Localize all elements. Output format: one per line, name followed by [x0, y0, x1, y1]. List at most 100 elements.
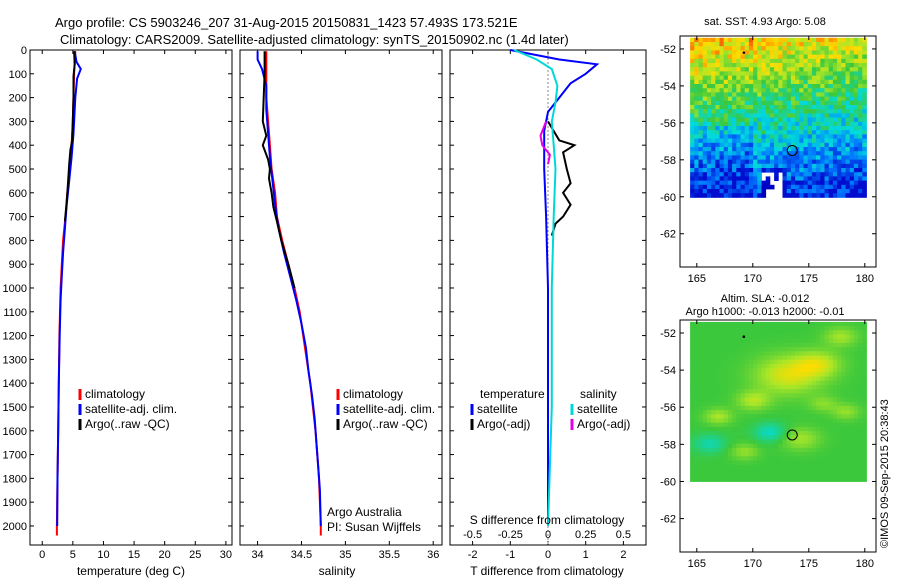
sst-map-cell-727 — [744, 109, 750, 114]
sst-map-cell-73 — [820, 42, 825, 47]
sst-map-cell-197 — [811, 54, 817, 60]
sla-map-cell-72 — [816, 326, 821, 331]
sst-map-cell-1387 — [711, 176, 716, 181]
sla-map-cell-1479 — [727, 468, 733, 474]
sla-map-cell-167 — [862, 334, 867, 340]
sst-map-cell-1550 — [740, 193, 746, 198]
sst-map-cell-1516 — [757, 189, 762, 194]
sla-map-cell-1485 — [753, 468, 758, 474]
sla-map-cell-1505 — [837, 468, 842, 474]
sla-map-cell-857 — [761, 405, 767, 411]
sla-map-cell-1163 — [811, 435, 817, 440]
sst-map-cell-465 — [702, 84, 708, 89]
sst-map-cell-93 — [727, 46, 733, 51]
sla-map-cell-1589 — [837, 477, 842, 482]
sst-map-cell-803 — [711, 117, 716, 123]
sst-map-cell-1044 — [841, 138, 846, 144]
sla-map-cell-841 — [694, 405, 699, 411]
sla-map-cell-739 — [795, 393, 800, 398]
sla-map-cell-624 — [841, 380, 846, 386]
sst-map-cell-1278 — [765, 163, 771, 169]
sla-map-cell-1123 — [820, 431, 825, 436]
sst-map-cell-638 — [723, 100, 729, 106]
sst-map-cell-1087 — [845, 142, 851, 148]
sla-map-cell-1367 — [786, 456, 792, 461]
sst-map-cell-146 — [774, 50, 779, 55]
sst-map-cell-1323 — [778, 168, 783, 173]
pi-label: PI: Susan Wijffels — [327, 520, 421, 534]
sst-map-cell-987 — [778, 134, 783, 139]
sla-map-cell-1404 — [765, 460, 771, 466]
sla-map-cell-886 — [706, 410, 712, 415]
sla-map-cell-1127 — [837, 431, 842, 436]
sla-map-cell-1104 — [740, 431, 746, 436]
sla-map-cell-1265 — [711, 447, 716, 453]
sla-map-cell-1085 — [837, 426, 842, 432]
sst-map-cell-1028 — [774, 138, 779, 144]
sla-map-cell-635 — [711, 384, 716, 390]
sla-map-cell-25 — [795, 321, 800, 327]
sla-map-cell-1027 — [769, 422, 775, 428]
sla-map-cell-278 — [799, 347, 804, 352]
sst-map-cell-373 — [845, 71, 851, 76]
sst-map-cell-1196 — [774, 155, 779, 160]
sst-map-cell-536 — [824, 88, 830, 93]
sst-map-cell-652 — [782, 100, 788, 106]
sla-map-cell-388 — [732, 359, 737, 365]
sla-map-cell-1534 — [782, 473, 788, 478]
sla-map-cell-641 — [736, 384, 741, 390]
sst-map-cell-1358 — [748, 172, 754, 177]
xtick-label-0-6: 30 — [220, 549, 232, 561]
sst-map-cell-772 — [757, 113, 762, 118]
sla-map-cell-509 — [711, 372, 716, 377]
sst-map-cell-860 — [774, 121, 779, 127]
sst-map-cell-97 — [744, 46, 750, 51]
sla-map-cell-1443 — [753, 464, 758, 470]
sst-map-cell-321 — [803, 67, 809, 72]
sst-map-cell-853 — [744, 121, 750, 127]
sst-map-cell-559 — [744, 92, 750, 97]
sla-map-cell-460 — [858, 363, 863, 369]
sla-map-cell-712 — [858, 389, 863, 394]
sst-map-cell-1105 — [744, 147, 750, 152]
sla-map-cell-257 — [711, 347, 716, 352]
sst-map-cell-1555 — [761, 193, 767, 198]
sst-map-cell-1423 — [698, 180, 704, 186]
sla-map-cell-1213 — [845, 439, 851, 445]
sst-map-cell-611 — [786, 96, 792, 102]
sla-map-cell-271 — [769, 347, 775, 352]
sst-map-cell-368 — [824, 71, 830, 76]
sla-map-cell-377 — [862, 355, 867, 361]
sla-map-cell-26 — [799, 321, 804, 327]
sst-map-cell-406 — [807, 75, 813, 81]
sst-map-cell-920 — [849, 126, 855, 131]
sst-map-cell-1404 — [795, 176, 800, 181]
sst-map-cell-759 — [702, 113, 708, 118]
sst-map-cell-929 — [711, 130, 716, 135]
sla-map-cell-486 — [790, 368, 796, 373]
sst-map-cell-60 — [765, 42, 771, 47]
sla-map-cell-1108 — [757, 431, 762, 436]
sla-map-cell-19 — [769, 321, 775, 327]
sst-map-cell-282 — [816, 63, 821, 68]
sst-map-cell-1303 — [694, 168, 699, 173]
sst-map-cell-108 — [790, 46, 796, 51]
sst-map-cell-290 — [849, 63, 855, 68]
sst-map-cell-436 — [757, 79, 762, 85]
sst-map-cell-985 — [769, 134, 775, 139]
sst-map-cell-1288 — [807, 163, 813, 169]
sla-map-cell-1406 — [774, 460, 779, 466]
header-line-2: Climatology: CARS2009. Satellite-adjuste… — [60, 32, 569, 47]
sst-map-cell-392 — [748, 75, 754, 81]
sla-map-ytick-label-0: -52 — [660, 328, 676, 340]
sst-map-cell-181 — [744, 54, 750, 60]
sla-map-cell-1216 — [858, 439, 863, 445]
sla-map-cell-1029 — [778, 422, 783, 428]
sst-map-cell-830 — [824, 117, 830, 123]
sst-map-cell-649 — [769, 100, 775, 106]
sla-map-cell-1139 — [711, 435, 716, 440]
sla-map-cell-665 — [837, 384, 842, 390]
sla-map-cell-1062 — [740, 426, 746, 432]
sst-map-cell-845 — [711, 121, 716, 127]
sst-map-cell-1016 — [723, 138, 729, 144]
